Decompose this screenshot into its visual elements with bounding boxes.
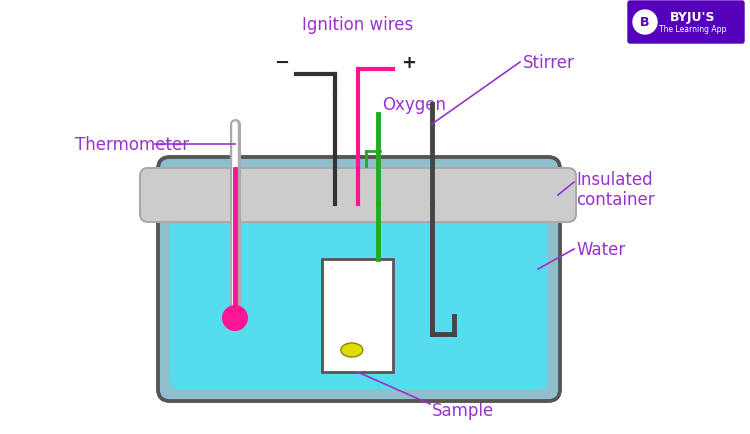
FancyBboxPatch shape [140, 169, 576, 223]
Text: Sample: Sample [432, 401, 494, 419]
Text: Insulated
container: Insulated container [576, 170, 655, 209]
Text: BYJU'S: BYJU'S [670, 10, 716, 23]
Text: Water: Water [576, 240, 626, 258]
Text: Thermometer: Thermometer [75, 136, 189, 154]
Text: Stirrer: Stirrer [523, 54, 574, 72]
Text: +: + [401, 54, 416, 72]
Text: Oxygen: Oxygen [382, 96, 446, 114]
Circle shape [633, 11, 657, 35]
FancyBboxPatch shape [170, 206, 548, 389]
FancyBboxPatch shape [158, 158, 560, 401]
Text: −: − [274, 54, 290, 72]
Text: B: B [640, 16, 650, 30]
Text: The Learning App: The Learning App [659, 26, 727, 34]
Ellipse shape [340, 343, 363, 357]
FancyBboxPatch shape [628, 2, 744, 44]
Circle shape [222, 305, 248, 331]
Bar [322, 260, 393, 372]
Text: Ignition wires: Ignition wires [302, 16, 414, 34]
